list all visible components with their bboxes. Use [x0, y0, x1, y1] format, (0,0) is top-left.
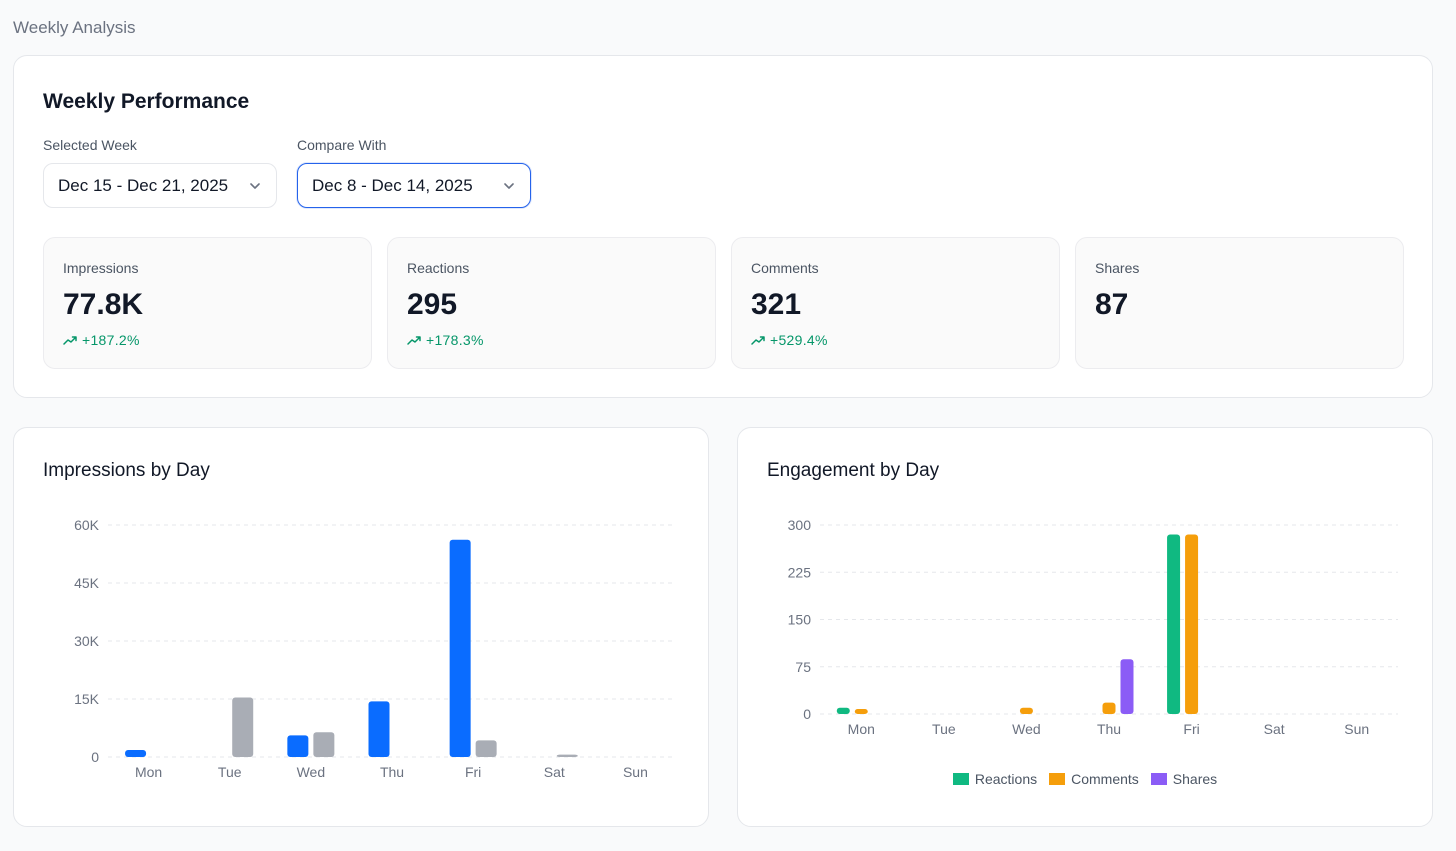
legend-label: Reactions: [974, 771, 1038, 787]
y-tick-label: 60K: [74, 517, 100, 533]
metric-change-text: +529.4%: [770, 332, 828, 348]
x-tick-label: Sun: [1344, 721, 1369, 737]
metric-value: 87: [1095, 288, 1129, 321]
x-tick-label: Wed: [297, 764, 326, 780]
weekly-performance-title: Weekly Performance: [43, 90, 250, 113]
selected-week-label: Selected Week: [43, 137, 137, 153]
chart-legend: Reactions Comments Shares: [738, 771, 1432, 787]
chevron-down-icon: [504, 183, 514, 189]
x-tick-label: Sat: [544, 764, 565, 780]
bar-reactions-fri[interactable]: [1167, 534, 1181, 714]
y-tick-label: 30K: [74, 633, 100, 649]
y-tick-label: 75: [795, 659, 811, 675]
bar-comments-thu[interactable]: [1102, 702, 1116, 714]
bar-selected-week-wed[interactable]: [287, 735, 309, 757]
x-tick-label: Wed: [1012, 721, 1041, 737]
bar-compare-week-sat[interactable]: [556, 754, 578, 757]
metric-change-text: +178.3%: [426, 332, 484, 348]
x-tick-label: Tue: [932, 721, 956, 737]
x-tick-label: Mon: [848, 721, 875, 737]
y-tick-label: 15K: [74, 691, 100, 707]
compare-week-select[interactable]: Dec 8 - Dec 14, 2025: [297, 163, 531, 208]
metric-change: +529.4%: [751, 332, 828, 348]
selected-week-select[interactable]: Dec 15 - Dec 21, 2025: [43, 163, 277, 208]
bar-comments-wed[interactable]: [1019, 707, 1033, 714]
metric-change: +178.3%: [407, 332, 484, 348]
y-tick-label: 0: [803, 706, 811, 722]
bar-shares-thu[interactable]: [1120, 659, 1134, 714]
bar-selected-week-mon[interactable]: [125, 750, 147, 757]
metric-card-comments: Comments 321 +529.4%: [731, 237, 1060, 369]
legend-item-shares[interactable]: Shares: [1150, 771, 1218, 787]
metric-value: 321: [751, 288, 802, 321]
legend-item-comments[interactable]: Comments: [1049, 771, 1139, 787]
metric-label: Comments: [751, 260, 819, 276]
bar-compare-week-fri[interactable]: [475, 740, 497, 757]
x-tick-label: Sat: [1264, 721, 1285, 737]
compare-with-label: Compare With: [297, 137, 387, 153]
x-tick-label: Fri: [465, 764, 481, 780]
legend-swatch: [952, 773, 969, 785]
chevron-down-icon: [250, 183, 260, 189]
y-tick-label: 300: [788, 517, 812, 533]
y-tick-label: 150: [788, 612, 812, 628]
metric-value: 295: [407, 288, 458, 321]
trending-up-icon: [407, 336, 421, 345]
impressions-chart-title: Impressions by Day: [43, 460, 210, 481]
engagement-chart-title: Engagement by Day: [767, 460, 940, 481]
bar-compare-week-tue[interactable]: [232, 697, 254, 757]
y-tick-label: 0: [91, 749, 99, 765]
bar-selected-week-thu[interactable]: [368, 701, 390, 757]
engagement-chart: 0 75 150 225 300 Mon Tue Wed Thu Fri Sat Sun: [788, 517, 1398, 737]
metric-change-text: +187.2%: [82, 332, 140, 348]
engagement-chart-card: Engagement by Day 0 75 150 225 300 Mon Tue Wed T…: [737, 427, 1433, 827]
trending-up-icon: [63, 336, 77, 345]
x-tick-label: Fri: [1183, 721, 1199, 737]
metric-label: Impressions: [63, 260, 139, 276]
metric-value: 77.8K: [63, 288, 144, 321]
bar-selected-week-fri[interactable]: [449, 539, 471, 757]
legend-swatch: [1150, 773, 1167, 785]
impressions-chart: 0 15K 30K 45K 60K Mon Tue Wed Thu Fri Sat Sun: [74, 517, 676, 780]
metric-label: Reactions: [407, 260, 470, 276]
x-tick-label: Sun: [623, 764, 648, 780]
bar-reactions-mon[interactable]: [836, 707, 850, 714]
legend-label: Comments: [1071, 771, 1139, 787]
bar-compare-week-wed[interactable]: [313, 732, 335, 757]
y-tick-label: 45K: [74, 575, 100, 591]
trending-up-icon: [751, 336, 765, 345]
weekly-performance-card: Weekly Performance Selected Week Dec 15 …: [13, 55, 1433, 398]
x-tick-label: Thu: [380, 764, 404, 780]
page-heading: Weekly Analysis: [13, 18, 136, 37]
metric-card-impressions: Impressions 77.8K +187.2%: [43, 237, 372, 369]
metric-card-reactions: Reactions 295 +178.3%: [387, 237, 716, 369]
bar-comments-mon[interactable]: [854, 708, 868, 714]
selected-week-value: Dec 15 - Dec 21, 2025: [58, 175, 229, 195]
bar-comments-fri[interactable]: [1185, 534, 1199, 714]
x-tick-label: Thu: [1097, 721, 1121, 737]
compare-week-value: Dec 8 - Dec 14, 2025: [312, 175, 473, 195]
legend-label: Shares: [1172, 771, 1218, 787]
x-tick-label: Mon: [135, 764, 162, 780]
impressions-chart-card: Impressions by Day 0 15K 30K 45K 60K Mon Tue We…: [13, 427, 709, 827]
legend-swatch: [1049, 773, 1066, 785]
x-tick-label: Tue: [218, 764, 242, 780]
metric-change: +187.2%: [63, 332, 140, 348]
legend-item-reactions[interactable]: Reactions: [952, 771, 1038, 787]
metric-card-shares: Shares 87: [1075, 237, 1404, 369]
metric-label: Shares: [1095, 260, 1140, 276]
y-tick-label: 225: [788, 564, 812, 580]
